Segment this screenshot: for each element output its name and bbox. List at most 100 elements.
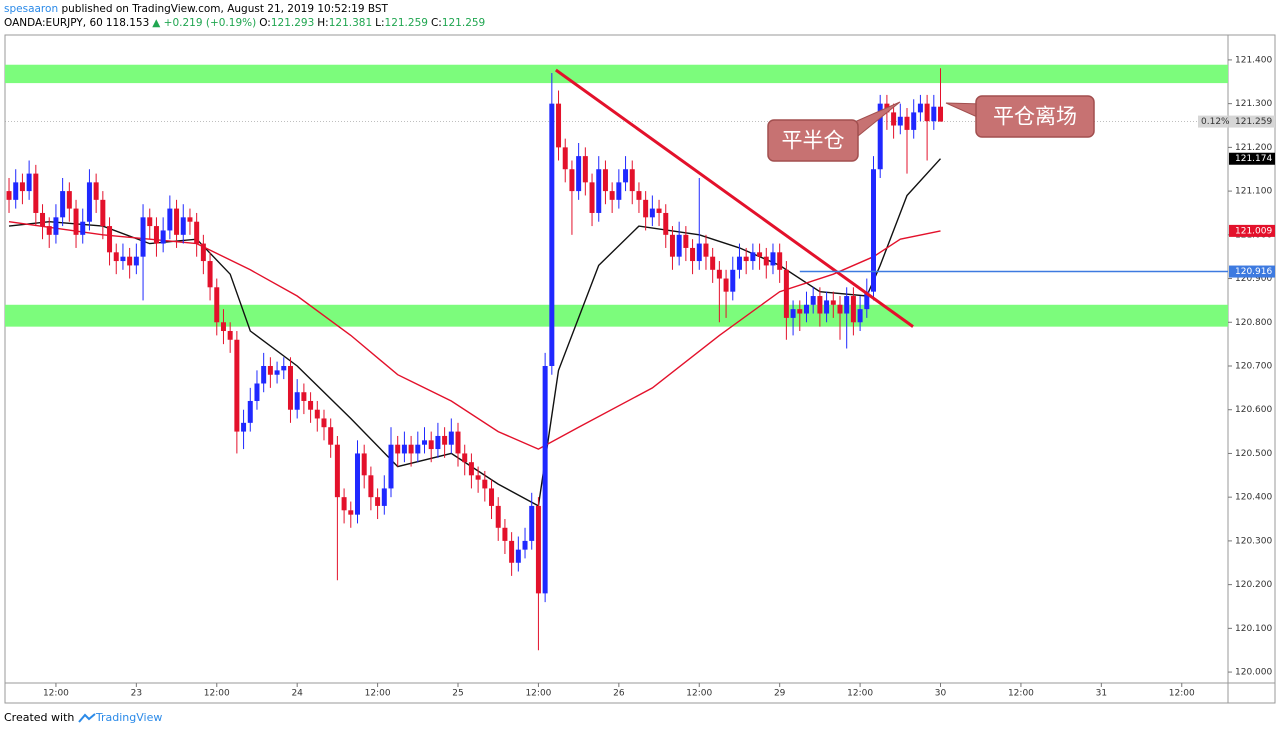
candle-body — [60, 191, 66, 218]
candle-body — [857, 309, 863, 323]
x-tick-label: 12:00 — [43, 689, 69, 699]
brand[interactable]: TradingView — [95, 711, 163, 724]
candle-body — [381, 488, 387, 506]
candle-body — [167, 208, 173, 231]
x-tick-label: 12:00 — [686, 689, 712, 699]
y-tick-label: 120.700 — [1235, 361, 1272, 371]
candle-body — [917, 103, 923, 113]
candle-body — [46, 226, 52, 235]
zone — [5, 304, 1228, 327]
candle-body — [495, 505, 501, 528]
y-tick-label: 120.600 — [1235, 405, 1272, 415]
candle-body — [274, 370, 280, 375]
candle-body — [113, 252, 119, 262]
candle-body — [220, 322, 226, 332]
candle-body — [422, 440, 428, 445]
candle-body — [716, 269, 722, 279]
candle-body — [897, 116, 903, 126]
y-tick-label: 120.900 — [1235, 274, 1272, 284]
candle-body — [247, 400, 253, 423]
candle-body — [710, 256, 716, 270]
candle-body — [455, 431, 461, 454]
candle-body — [850, 296, 856, 323]
quote-line: OANDA:EURJPY, 60 118.153 ▲ +0.219 (+0.19%)… — [4, 16, 488, 30]
candle-body — [938, 106, 944, 122]
candle-body — [576, 156, 582, 192]
candle-body — [254, 383, 260, 401]
candle-body — [368, 475, 374, 498]
candle-body — [569, 169, 575, 192]
candle-body — [522, 540, 528, 550]
candle-body — [375, 497, 381, 506]
candle-body — [743, 256, 749, 262]
candle-body — [656, 208, 662, 213]
candle-body — [435, 435, 441, 450]
candle-body — [924, 103, 930, 122]
candle-body — [301, 392, 307, 401]
candle-body — [502, 527, 508, 541]
x-tick-label: 30 — [935, 689, 947, 699]
candle-body — [93, 182, 99, 200]
candle-body — [321, 418, 327, 428]
price-tag — [1229, 265, 1275, 278]
zone — [5, 64, 1228, 84]
candle-body — [736, 256, 742, 270]
candle-body — [73, 208, 79, 235]
candle-body — [13, 182, 19, 200]
candle-body — [703, 243, 709, 257]
price-tag — [1229, 152, 1275, 165]
candle-body — [127, 256, 133, 266]
x-tick-label: 26 — [613, 689, 625, 699]
candle-body — [931, 106, 937, 122]
candle-body — [341, 497, 347, 511]
candle-body — [354, 453, 360, 515]
candle-body — [107, 226, 113, 253]
candle-body — [200, 243, 206, 262]
candle-body — [589, 182, 595, 213]
candle-body — [234, 339, 240, 432]
y-tick-label: 120.100 — [1235, 624, 1272, 634]
candle-body — [870, 169, 876, 292]
x-tick-label: 12:00 — [365, 689, 391, 699]
candle-body — [830, 300, 836, 305]
quote-item: 121.259 — [441, 17, 486, 29]
callout-text: 平仓离场 — [993, 105, 1077, 129]
candle-body — [462, 453, 468, 463]
candle-body — [690, 247, 696, 262]
y-tick-label: 120.000 — [1235, 668, 1272, 678]
candle-body — [636, 191, 642, 200]
x-tick-label: 25 — [452, 689, 463, 699]
candle-body — [824, 300, 830, 314]
candle-body — [623, 169, 629, 183]
quote-item: ▲ +0.219 (+0.19%) — [152, 17, 257, 29]
candle-body — [140, 217, 146, 257]
candle-body — [468, 462, 474, 476]
candle-body — [187, 217, 193, 222]
y-tick-label: 120.800 — [1235, 318, 1272, 328]
candle-body — [66, 191, 72, 209]
candle-body — [194, 221, 200, 244]
header: spesaaron published on TradingView.com, … — [4, 2, 488, 30]
x-tick-label: 29 — [774, 689, 786, 699]
candle-body — [562, 147, 568, 170]
price-tag — [1229, 224, 1275, 237]
candle-body — [810, 296, 816, 305]
y-tick-label: 120.200 — [1235, 580, 1272, 590]
candle-body — [535, 505, 541, 594]
quote-item: 121.293 — [270, 17, 315, 29]
author[interactable]: spesaaron — [4, 3, 59, 15]
logo — [78, 713, 96, 723]
candle-body — [790, 309, 796, 318]
candle-body — [602, 169, 608, 192]
candle-body — [649, 208, 655, 218]
y-tick-label: 121.400 — [1235, 55, 1272, 65]
x-tick-label: 12:00 — [204, 689, 230, 699]
chart: 121.400121.300121.200121.100121.000120.9… — [4, 34, 1276, 704]
y-tick-label: 121.200 — [1235, 143, 1272, 153]
candle-body — [308, 400, 314, 410]
candle-body — [837, 304, 843, 314]
quote-item: 118.153 — [105, 17, 150, 29]
callout-text: 平半仓 — [782, 129, 845, 153]
candle-body — [267, 365, 273, 375]
candle-body — [314, 409, 320, 419]
